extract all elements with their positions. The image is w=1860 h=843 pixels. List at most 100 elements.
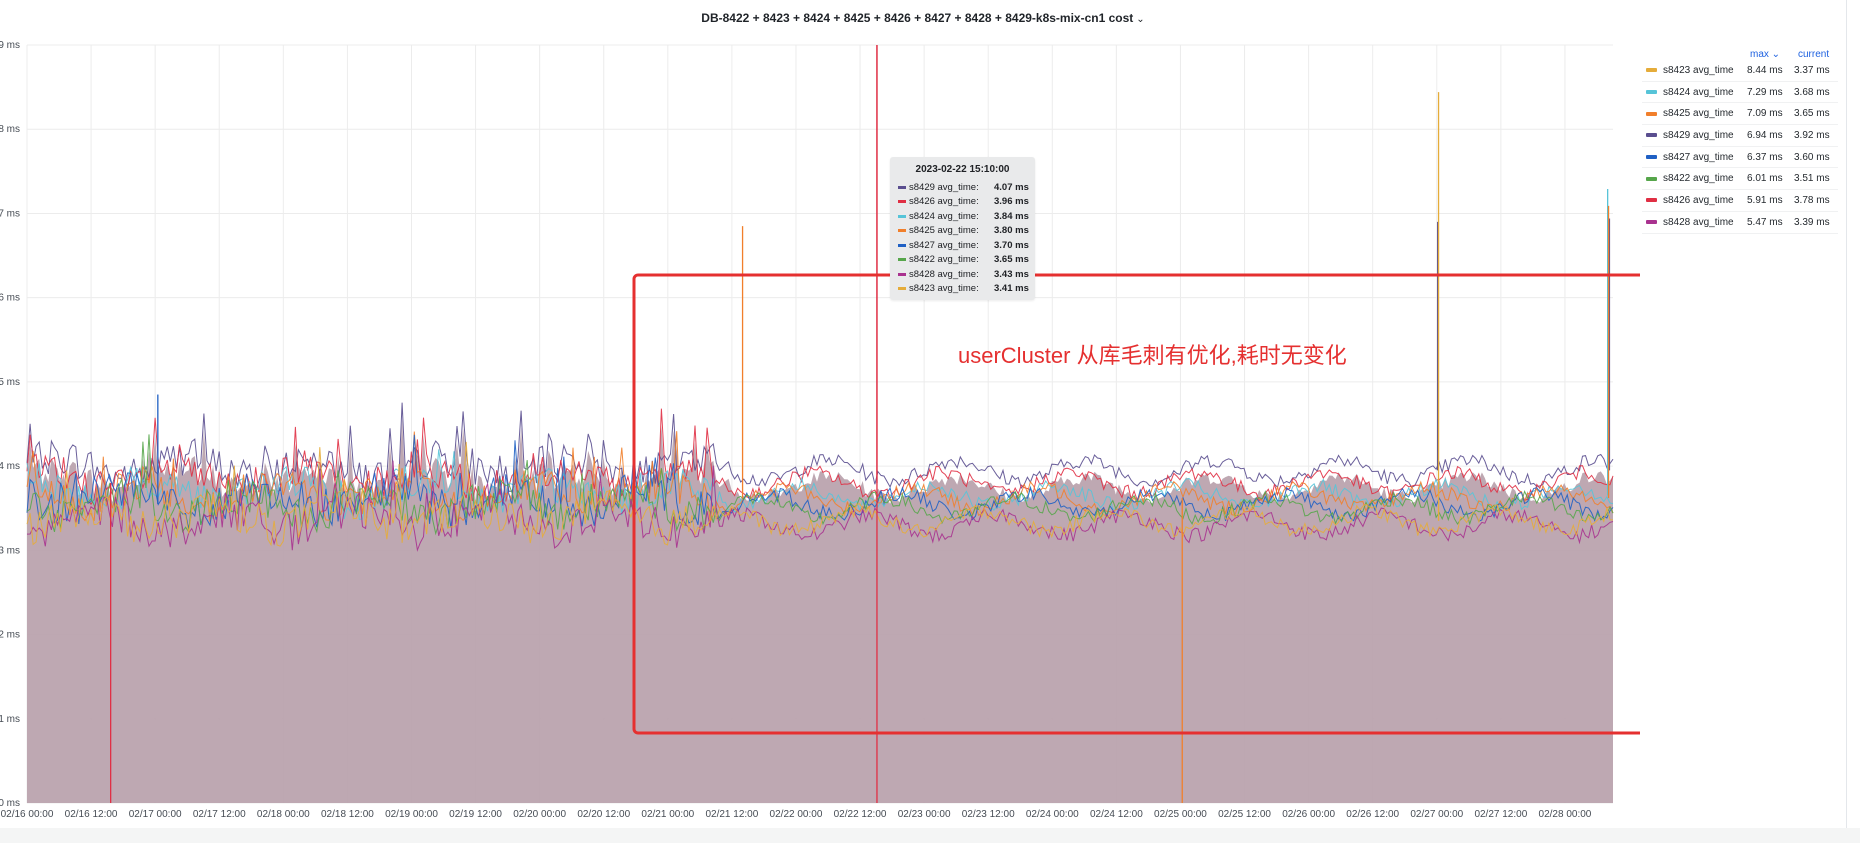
tooltip-series-value: 3.41 ms [994, 283, 1029, 295]
x-tick-label: 02/24 12:00 [1090, 809, 1143, 820]
series-color-swatch[interactable] [1646, 111, 1657, 116]
tooltip-row: s8422 avg_time: 3.65 ms [890, 253, 1035, 268]
panel-title[interactable]: DB-8422 + 8423 + 8424 + 8425 + 8426 + 84… [0, 11, 1846, 25]
x-tick-label: 02/21 12:00 [705, 809, 758, 820]
legend-current-value: 3.78 ms [1794, 194, 1830, 206]
legend-sort-max[interactable]: max ⌄ [1750, 49, 1781, 60]
legend-row[interactable]: s8425 avg_time 7.09 ms 3.65 ms [1642, 103, 1838, 126]
tooltip-series-value: 3.80 ms [994, 225, 1029, 237]
x-tick-label: 02/19 12:00 [449, 809, 502, 820]
tooltip-series-value: 3.84 ms [994, 210, 1029, 222]
x-tick-label: 02/20 00:00 [513, 809, 566, 820]
graph-panel: DB-8422 + 8423 + 8424 + 8425 + 8426 + 84… [0, 0, 1847, 829]
series-color-swatch[interactable] [1646, 133, 1657, 138]
series-color-swatch [898, 185, 906, 189]
y-axis: 0 ms 1 ms 2 ms 3 ms 4 ms 5 ms 6 ms 7 ms 8 ms 9 ms [0, 40, 20, 809]
x-tick-label: 02/26 12:00 [1346, 809, 1399, 820]
hover-tooltip: 2023-02-22 15:10:00 s8429 avg_time: 4.07 … [890, 157, 1035, 300]
legend-max-value: 6.01 ms [1747, 173, 1783, 185]
tooltip-series-name: s8425 avg_time: [909, 225, 979, 237]
legend-current-value: 3.68 ms [1794, 86, 1830, 98]
series-spikes [110, 45, 1611, 803]
x-tick-label: 02/28 00:00 [1539, 809, 1592, 820]
x-tick-label: 02/22 00:00 [770, 809, 823, 820]
legend-series-name: s8424 avg_time [1663, 86, 1734, 98]
series-color-swatch[interactable] [1646, 155, 1657, 160]
x-axis: 02/16 00:00 02/16 12:00 02/17 00:00 02/17 1… [1, 809, 1592, 820]
legend-current-value: 3.39 ms [1794, 216, 1830, 228]
series-color-swatch [898, 258, 906, 262]
legend-row[interactable]: s8423 avg_time 8.44 ms 3.37 ms [1642, 60, 1838, 82]
legend-row[interactable]: s8427 avg_time 6.37 ms 3.60 ms [1642, 147, 1838, 169]
tooltip-row: s8428 avg_time: 3.43 ms [890, 267, 1035, 282]
legend-row[interactable]: s8424 avg_time 7.29 ms 3.68 ms [1642, 82, 1838, 104]
y-tick-label: 7 ms [0, 208, 20, 219]
annotation-text: userCluster 从库毛刺有优化,耗时无变化 [958, 343, 1347, 368]
tooltip-row: s8429 avg_time: 4.07 ms [890, 180, 1035, 195]
x-tick-label: 02/22 12:00 [834, 809, 887, 820]
legend-row[interactable]: s8428 avg_time 5.47 ms 3.39 ms [1642, 212, 1838, 234]
series-line-s8428 [26, 460, 1614, 552]
series-color-swatch [898, 214, 906, 218]
legend-max-value: 6.94 ms [1747, 129, 1783, 141]
x-tick-label: 02/27 00:00 [1410, 809, 1463, 820]
x-tick-label: 02/25 00:00 [1154, 809, 1207, 820]
legend-table: max ⌄ current s8423 avg_time 8.44 ms 3.37 … [1642, 42, 1838, 234]
y-tick-label: 9 ms [0, 40, 20, 51]
series-color-swatch [898, 272, 906, 276]
tooltip-series-name: s8423 avg_time: [909, 283, 979, 295]
legend-max-value: 6.37 ms [1747, 151, 1783, 163]
legend-row[interactable]: s8429 avg_time 6.94 ms 3.92 ms [1642, 125, 1838, 147]
x-tick-label: 02/16 12:00 [65, 809, 118, 820]
series-line-s8424 [26, 449, 1614, 521]
x-tick-label: 02/20 12:00 [577, 809, 630, 820]
tooltip-row: s8426 avg_time: 3.96 ms [890, 195, 1035, 210]
y-tick-label: 0 ms [0, 798, 20, 809]
legend-row[interactable]: s8426 avg_time 5.91 ms 3.78 ms [1642, 190, 1838, 212]
series-color-swatch[interactable] [1646, 90, 1657, 95]
x-tick-label: 02/24 00:00 [1026, 809, 1079, 820]
x-tick-label: 02/25 12:00 [1218, 809, 1271, 820]
legend-series-name: s8425 avg_time [1663, 108, 1734, 120]
legend-series-name: s8428 avg_time [1663, 216, 1734, 228]
y-tick-label: 2 ms [0, 630, 20, 641]
tooltip-row: s8425 avg_time: 3.80 ms [890, 224, 1035, 239]
series-color-swatch[interactable] [1646, 198, 1657, 203]
panel-title-text: DB-8422 + 8423 + 8424 + 8425 + 8426 + 84… [701, 11, 1134, 25]
x-tick-label: 02/17 00:00 [129, 809, 182, 820]
legend-series-name: s8422 avg_time [1663, 173, 1734, 185]
legend-series-name: s8426 avg_time [1663, 194, 1734, 206]
time-series-chart[interactable]: 0 ms 1 ms 2 ms 3 ms 4 ms 5 ms 6 ms 7 ms 8 ms 9 ms… [0, 0, 1640, 828]
tooltip-series-name: s8429 avg_time: [909, 181, 979, 193]
tooltip-series-value: 3.96 ms [994, 196, 1029, 208]
tooltip-series-value: 3.43 ms [994, 268, 1029, 280]
legend-row[interactable]: s8422 avg_time 6.01 ms 3.51 ms [1642, 168, 1838, 191]
legend-max-value: 7.09 ms [1747, 108, 1783, 120]
chevron-down-icon: ⌄ [1136, 14, 1145, 25]
tooltip-row: s8427 avg_time: 3.70 ms [890, 238, 1035, 253]
series-line-s8425 [26, 431, 1614, 524]
legend-current-value: 3.60 ms [1794, 151, 1830, 163]
series-color-swatch[interactable] [1646, 220, 1657, 225]
series-color-swatch [898, 229, 906, 233]
x-tick-label: 02/23 12:00 [962, 809, 1015, 820]
legend-max-value: 8.44 ms [1747, 64, 1783, 76]
series-color-swatch [898, 243, 906, 247]
tooltip-series-name: s8428 avg_time: [909, 268, 979, 280]
tooltip-series-name: s8422 avg_time: [909, 254, 979, 266]
series-color-swatch[interactable] [1646, 176, 1657, 181]
x-tick-label: 02/19 00:00 [385, 809, 438, 820]
series-line-s8429 [26, 402, 1614, 497]
series-color-swatch[interactable] [1646, 68, 1657, 73]
tooltip-series-value: 3.65 ms [994, 254, 1029, 266]
y-tick-label: 4 ms [0, 461, 20, 472]
legend-sort-current[interactable]: current [1798, 49, 1830, 60]
y-tick-label: 6 ms [0, 293, 20, 304]
tooltip-time: 2023-02-22 15:10:00 [915, 164, 1010, 175]
x-tick-label: 02/18 00:00 [257, 809, 310, 820]
legend-series-name: s8423 avg_time [1663, 64, 1734, 76]
x-tick-label: 02/16 00:00 [1, 809, 54, 820]
tooltip-series-value: 4.07 ms [994, 181, 1029, 193]
series-color-swatch [898, 287, 906, 291]
y-tick-label: 8 ms [0, 124, 20, 135]
